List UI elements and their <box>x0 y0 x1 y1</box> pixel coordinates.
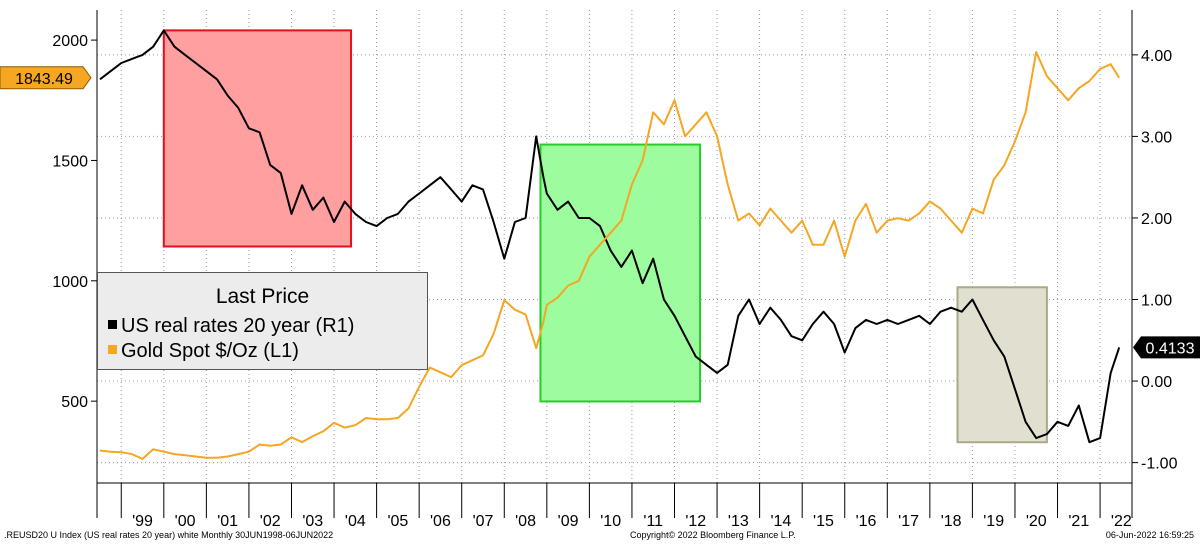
left-tick-label: 1000 <box>52 274 88 291</box>
right-tick-label: 3.00 <box>1141 129 1172 146</box>
legend-title: Last Price <box>215 285 310 308</box>
right-tick-label: 1.00 <box>1141 293 1172 310</box>
x-tick-label: '05 <box>387 513 408 530</box>
x-tick-label: '12 <box>685 513 706 530</box>
rates-last-price-badge <box>1133 336 1200 359</box>
x-tick-label: '02 <box>260 513 281 530</box>
x-tick-label: '16 <box>856 513 877 530</box>
legend-label-rates: US real rates 20 year (R1) <box>121 315 355 337</box>
x-tick-label: '18 <box>941 513 962 530</box>
legend-swatch-gold <box>108 345 117 355</box>
x-tick-label: '09 <box>558 513 579 530</box>
legend: Last Price US real rates 20 year (R1) Go… <box>97 272 428 370</box>
left-tick-label: 2000 <box>52 33 88 50</box>
legend-item-rates: US real rates 20 year (R1) <box>108 315 354 338</box>
x-tick-label: '22 <box>1111 513 1132 530</box>
x-tick-label: '13 <box>728 513 749 530</box>
gold-last-price-label: 1843.49 <box>15 71 73 88</box>
series <box>99 29 1121 460</box>
x-tick-label: '17 <box>898 513 919 530</box>
x-tick-label: '07 <box>473 513 494 530</box>
highlight-box-1 <box>162 29 353 248</box>
x-tick-label: '19 <box>983 513 1004 530</box>
left-tick-label: 1500 <box>52 153 88 170</box>
highlight-box-2 <box>539 143 702 403</box>
right-tick-label: -1.00 <box>1141 456 1178 473</box>
x-tick-label: '00 <box>175 513 196 530</box>
footer-copyright: Copyright© 2022 Bloomberg Finance L.P. <box>630 530 796 540</box>
x-tick-label: '04 <box>345 513 366 530</box>
series-line-gold <box>99 51 1121 460</box>
x-tick-label: '08 <box>515 513 536 530</box>
highlight-boxes <box>162 29 1048 444</box>
right-tick-label: 2.00 <box>1141 211 1172 228</box>
left-tick-label: 500 <box>61 394 88 411</box>
legend-label-gold: Gold Spot $/Oz (L1) <box>121 340 299 362</box>
axes: '99 '00 '01 '02 '03 '04 '05 '06 '07 '08 '09 '10 '11 '… <box>52 10 1178 530</box>
x-tick-label: '99 <box>132 513 153 530</box>
x-tick-label: '21 <box>1068 513 1089 530</box>
x-tick-label: '03 <box>302 513 323 530</box>
footer-timestamp: 06-Jun-2022 16:59:25 <box>1105 530 1194 540</box>
gold-last-price-badge <box>0 66 92 90</box>
right-tick-label: 4.00 <box>1141 48 1172 65</box>
badges: 1843.49 0.4133 <box>0 66 1200 359</box>
x-tick-label: '14 <box>770 513 791 530</box>
x-tick-label: '01 <box>217 513 238 530</box>
x-tick-label: '10 <box>600 513 621 530</box>
legend-item-gold: Gold Spot $/Oz (L1) <box>108 340 299 363</box>
x-tick-label: '06 <box>430 513 451 530</box>
right-tick-label: 0.00 <box>1141 374 1172 391</box>
highlight-box-3 <box>956 286 1048 444</box>
x-tick-label: '20 <box>1026 513 1047 530</box>
x-tick-label: '11 <box>643 513 663 530</box>
footer-source: .REUSD20 U Index (US real rates 20 year)… <box>4 530 334 540</box>
rates-last-price-label: 0.4133 <box>1146 340 1195 357</box>
x-tick-label: '15 <box>813 513 834 530</box>
legend-swatch-rates <box>108 320 117 330</box>
